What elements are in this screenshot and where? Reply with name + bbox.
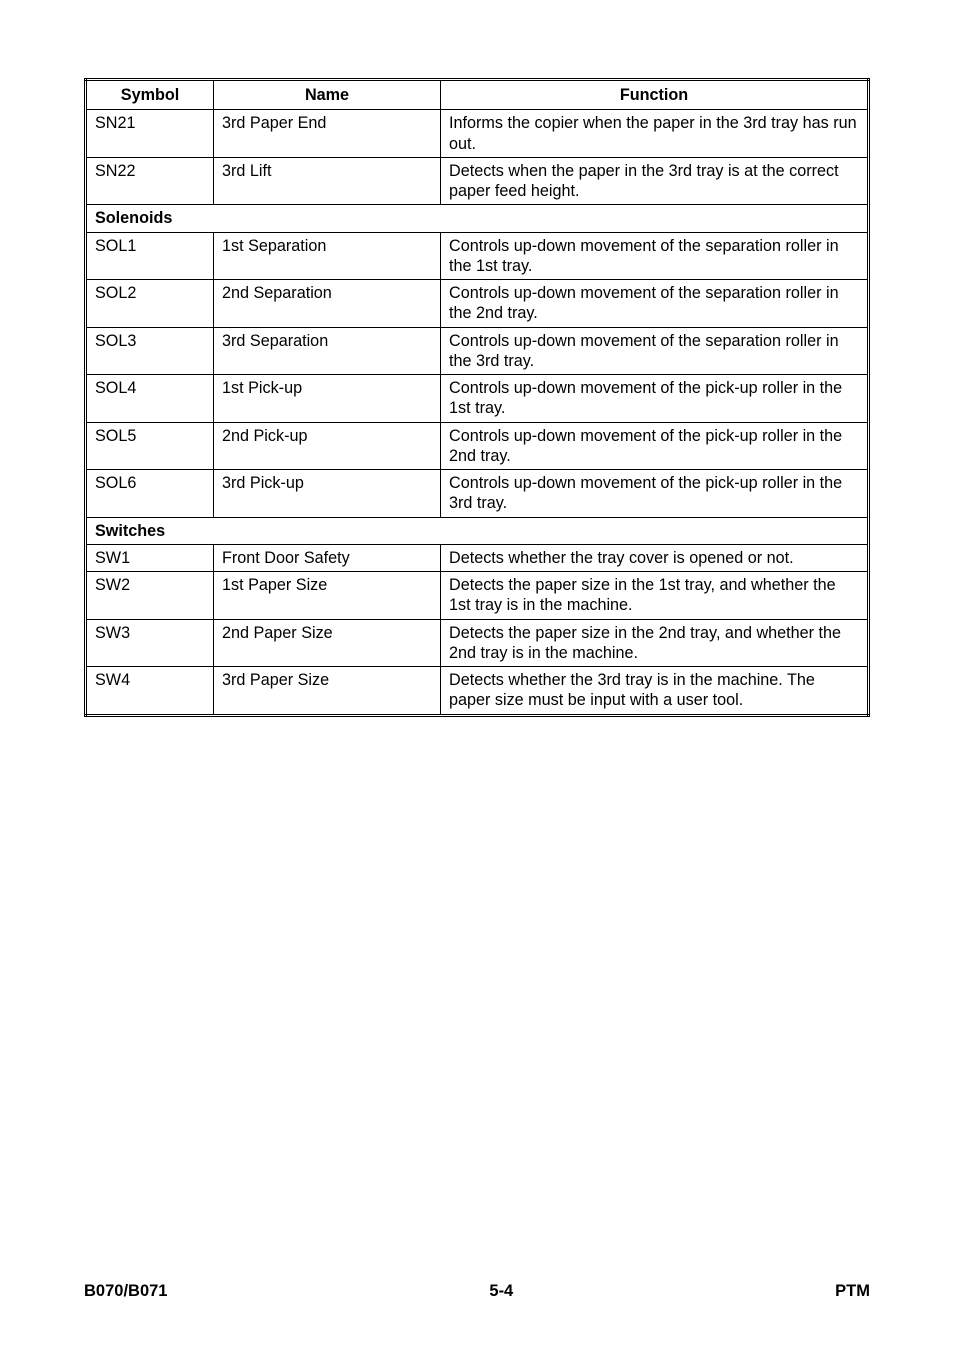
footer-left: B070/B071	[84, 1282, 167, 1301]
table-header-row: Symbol Name Function	[86, 80, 869, 110]
cell-function: Controls up-down movement of the pick-up…	[441, 375, 869, 423]
table-row: SOL2 2nd Separation Controls up-down mov…	[86, 280, 869, 328]
cell-name: 3rd Pick-up	[214, 470, 441, 518]
cell-symbol: SW2	[86, 572, 214, 620]
cell-symbol: SOL5	[86, 422, 214, 470]
cell-function: Detects the paper size in the 1st tray, …	[441, 572, 869, 620]
cell-function: Detects the paper size in the 2nd tray, …	[441, 619, 869, 667]
cell-function: Detects when the paper in the 3rd tray i…	[441, 157, 869, 205]
cell-symbol: SN22	[86, 157, 214, 205]
table-row: SN22 3rd Lift Detects when the paper in …	[86, 157, 869, 205]
table-row: SW4 3rd Paper Size Detects whether the 3…	[86, 667, 869, 716]
cell-name: 3rd Paper End	[214, 110, 441, 158]
header-name: Name	[214, 80, 441, 110]
cell-name: 3rd Paper Size	[214, 667, 441, 716]
section-switches: Switches	[86, 517, 869, 544]
cell-symbol: SOL1	[86, 232, 214, 280]
table-row: SOL4 1st Pick-up Controls up-down moveme…	[86, 375, 869, 423]
spec-table: Symbol Name Function SN21 3rd Paper End …	[84, 78, 870, 717]
cell-symbol: SW3	[86, 619, 214, 667]
header-symbol: Symbol	[86, 80, 214, 110]
cell-name: 1st Separation	[214, 232, 441, 280]
cell-function: Controls up-down movement of the separat…	[441, 232, 869, 280]
cell-function: Controls up-down movement of the separat…	[441, 280, 869, 328]
table-row: SOL6 3rd Pick-up Controls up-down moveme…	[86, 470, 869, 518]
cell-function: Controls up-down movement of the pick-up…	[441, 470, 869, 518]
cell-function: Controls up-down movement of the pick-up…	[441, 422, 869, 470]
cell-symbol: SW4	[86, 667, 214, 716]
page-content: Symbol Name Function SN21 3rd Paper End …	[0, 0, 954, 717]
cell-name: 1st Pick-up	[214, 375, 441, 423]
cell-function: Detects whether the tray cover is opened…	[441, 544, 869, 571]
cell-symbol: SW1	[86, 544, 214, 571]
section-label: Switches	[86, 517, 869, 544]
cell-function: Informs the copier when the paper in the…	[441, 110, 869, 158]
table-row: SOL1 1st Separation Controls up-down mov…	[86, 232, 869, 280]
table-row: SW2 1st Paper Size Detects the paper siz…	[86, 572, 869, 620]
cell-function: Controls up-down movement of the separat…	[441, 327, 869, 375]
cell-function: Detects whether the 3rd tray is in the m…	[441, 667, 869, 716]
cell-symbol: SOL6	[86, 470, 214, 518]
table-row: SOL5 2nd Pick-up Controls up-down moveme…	[86, 422, 869, 470]
cell-symbol: SOL2	[86, 280, 214, 328]
cell-name: 3rd Separation	[214, 327, 441, 375]
cell-name: 2nd Paper Size	[214, 619, 441, 667]
header-function: Function	[441, 80, 869, 110]
cell-name: Front Door Safety	[214, 544, 441, 571]
table-row: SW3 2nd Paper Size Detects the paper siz…	[86, 619, 869, 667]
footer-center: 5-4	[489, 1282, 513, 1301]
cell-symbol: SOL4	[86, 375, 214, 423]
cell-symbol: SN21	[86, 110, 214, 158]
section-label: Solenoids	[86, 205, 869, 232]
table-row: SN21 3rd Paper End Informs the copier wh…	[86, 110, 869, 158]
page-footer: B070/B071 5-4 PTM	[84, 1282, 870, 1301]
cell-name: 1st Paper Size	[214, 572, 441, 620]
section-solenoids: Solenoids	[86, 205, 869, 232]
cell-name: 3rd Lift	[214, 157, 441, 205]
footer-right: PTM	[835, 1282, 870, 1301]
cell-symbol: SOL3	[86, 327, 214, 375]
table-row: SW1 Front Door Safety Detects whether th…	[86, 544, 869, 571]
cell-name: 2nd Separation	[214, 280, 441, 328]
table-row: SOL3 3rd Separation Controls up-down mov…	[86, 327, 869, 375]
cell-name: 2nd Pick-up	[214, 422, 441, 470]
